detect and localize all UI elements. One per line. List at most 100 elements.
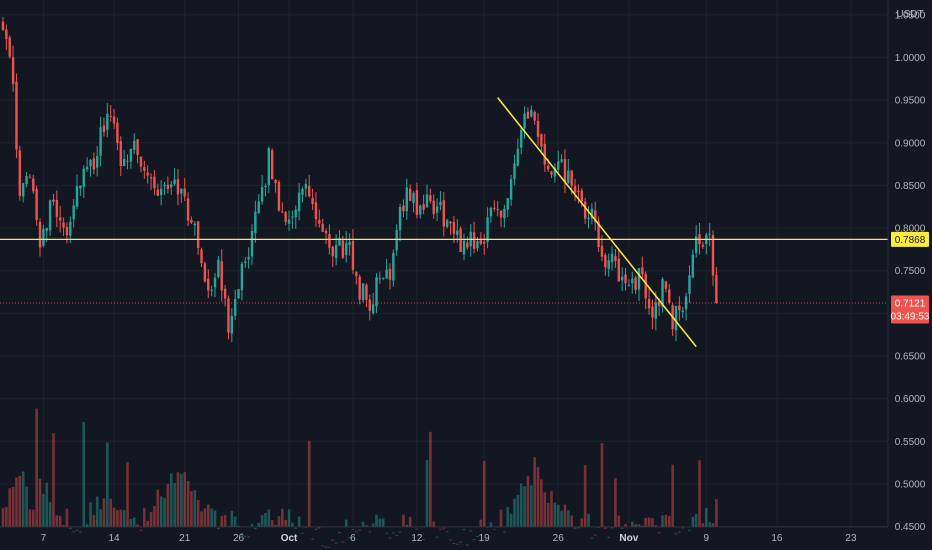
candle-body (85, 166, 89, 170)
candle-body (328, 233, 331, 248)
candle-body (392, 253, 395, 281)
volume-bar (116, 510, 119, 527)
candle-body (301, 188, 304, 195)
volume-bar (634, 524, 637, 527)
volume-bar (691, 516, 695, 527)
candle-body (139, 156, 143, 167)
candle-body (163, 184, 166, 187)
volume-bar (321, 545, 324, 547)
volume-bar (92, 515, 96, 527)
candle-body (45, 228, 48, 232)
candle-body (644, 274, 647, 299)
volume-bar (180, 473, 183, 527)
volume-bar (136, 524, 139, 527)
candle-body (688, 275, 691, 294)
trendline[interactable] (497, 97, 697, 348)
volume-bar (48, 502, 52, 527)
volume-bar (250, 524, 254, 527)
candle-body (415, 190, 419, 215)
volume-bar (492, 529, 496, 531)
candle-body (203, 263, 207, 282)
volume-bar (654, 525, 658, 527)
candle-body (18, 150, 22, 196)
candle-body (277, 182, 281, 211)
time-axis[interactable]: 7 14 21 26 Oct 6 12 19 26 Nov 9 16 23 (41, 533, 857, 544)
volume-bar (69, 527, 72, 529)
candle-body (479, 240, 483, 244)
volume-bar (368, 531, 372, 533)
volume-bars (1, 408, 718, 548)
volume-bar (678, 531, 681, 533)
volume-bar (651, 518, 654, 527)
volume-bar (301, 532, 304, 534)
bar-countdown-label: 03:49:53 (891, 312, 930, 323)
candle-body (587, 217, 590, 220)
candle-body (637, 267, 641, 290)
volume-bar (715, 499, 718, 527)
volume-bar (85, 524, 89, 527)
candle-body (466, 242, 469, 248)
candle-body (173, 179, 176, 185)
volume-bar (435, 536, 439, 538)
candle-body (419, 205, 422, 215)
candle-body (513, 163, 516, 179)
candle-body (42, 228, 45, 246)
volume-bar (402, 514, 405, 527)
volume-bar (18, 475, 22, 527)
candle-body (715, 274, 718, 304)
price-tick-label: 1.0000 (895, 53, 926, 64)
candle-body (509, 179, 513, 200)
volume-bar (206, 504, 210, 527)
volume-bar (412, 537, 415, 539)
candle-body (435, 206, 439, 213)
drawn-lines[interactable] (0, 97, 888, 348)
candle-body (297, 192, 301, 212)
volume-bar (324, 546, 328, 548)
time-tick-label: 19 (479, 533, 491, 544)
time-tick-label: 6 (350, 533, 356, 544)
candle-body (5, 29, 8, 40)
volume-bar (38, 478, 42, 527)
candle-body (388, 269, 392, 280)
volume-bar (307, 440, 311, 527)
volume-bar (11, 486, 15, 527)
volume-bar (381, 518, 385, 527)
volume-bar (200, 511, 203, 527)
candle-body (220, 261, 223, 291)
horizontal-line-price-tag (891, 231, 929, 247)
candle-body (264, 185, 267, 187)
candle-body (597, 221, 600, 248)
volume-bar (257, 522, 261, 527)
volume-bar (106, 442, 109, 527)
price-tick-label: 0.9000 (895, 138, 926, 149)
candle-body (38, 221, 42, 248)
candle-body (227, 298, 230, 333)
candle-body (590, 208, 594, 219)
candle-body (651, 306, 654, 318)
candle-body (701, 244, 705, 247)
candle-body (355, 271, 358, 277)
candle-body (375, 277, 378, 307)
volume-bar (476, 535, 479, 537)
candle-body (72, 205, 75, 220)
candle-body (230, 315, 234, 334)
volume-bar (213, 510, 217, 527)
volume-bar (156, 489, 160, 527)
candle-body (624, 274, 627, 284)
volume-bar (344, 519, 348, 527)
candle-body (681, 310, 684, 313)
volume-bar (254, 528, 257, 530)
candle-body (59, 217, 62, 221)
candle-body (102, 125, 106, 132)
volume-bar (667, 515, 671, 527)
candle-body (153, 176, 156, 189)
price-tick-label: 1.0500 (895, 10, 926, 21)
volume-bar (159, 496, 163, 527)
volume-bar (287, 509, 291, 527)
volume-bar (523, 486, 526, 527)
volume-bar (331, 539, 335, 541)
price-tick-label: 0.6500 (895, 352, 926, 363)
candle-body (294, 209, 297, 218)
